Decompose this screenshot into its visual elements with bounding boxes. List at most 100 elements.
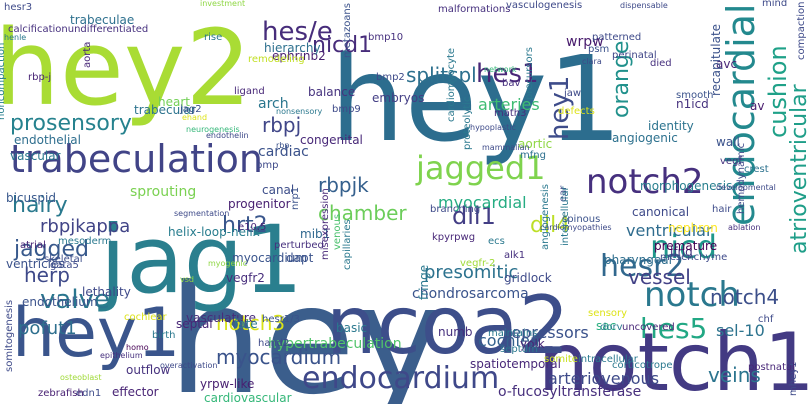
cloud-word: ephrinb2	[272, 49, 326, 63]
cloud-word: ecs	[488, 236, 505, 247]
cloud-word: sensory	[588, 308, 627, 319]
cloud-word: morphogenesis	[640, 179, 732, 193]
cloud-word: overactivation	[160, 361, 217, 370]
cloud-word: venous	[332, 214, 343, 250]
cloud-word: cardiovascular	[204, 391, 292, 404]
cloud-word: pharyngeal	[604, 253, 672, 267]
cloud-word: trabeculation	[10, 137, 263, 181]
cloud-word: bicuspid	[6, 191, 56, 205]
cloud-word: dll1	[452, 202, 496, 230]
cloud-word: vegfr2	[226, 271, 265, 285]
cloud-word: e10.5	[238, 222, 266, 233]
cloud-word: sel-10	[716, 321, 765, 340]
cloud-word: uncovered	[622, 322, 675, 333]
cloud-word: balance	[308, 85, 355, 99]
cloud-word: bmp10	[368, 32, 403, 43]
cloud-word: postnatal	[748, 362, 795, 373]
cloud-word: endothelial	[14, 133, 81, 147]
cloud-word: repressors	[505, 323, 589, 342]
cloud-word: ligand	[234, 86, 265, 97]
cloud-word: cardiac	[258, 144, 309, 160]
cloud-word: hey2	[0, 7, 252, 129]
cloud-word: sprouting	[130, 184, 196, 200]
cloud-word: numb	[438, 325, 473, 339]
cloud-word: hrt2	[222, 213, 268, 238]
cloud-word: rbp	[276, 141, 289, 150]
cloud-word: aortic	[518, 137, 552, 151]
cloud-word: lfng	[670, 245, 693, 259]
cloud-word: ear	[558, 185, 569, 202]
cloud-word: hey1	[12, 294, 180, 373]
cloud-word: outflow	[126, 363, 171, 377]
cloud-word: canal	[262, 183, 294, 197]
cloud-word: epithelium	[100, 351, 143, 360]
cloud-word: avc	[716, 57, 737, 71]
cloud-word: malformations	[438, 4, 510, 15]
cloud-word: heart	[158, 95, 190, 109]
cloud-word: hairy	[12, 193, 68, 218]
cloud-word: math3	[494, 108, 527, 119]
cloud-word: splitspl	[406, 63, 477, 87]
cloud-word: hierarchy	[264, 41, 321, 55]
cloud-word: vasculogenesis	[506, 0, 582, 11]
cloud-word: valve	[40, 285, 110, 315]
cloud-word: bmp	[256, 160, 278, 171]
cloud-word: notch3	[216, 311, 285, 335]
cloud-word: somite	[544, 354, 578, 365]
cloud-word: smooth	[676, 90, 713, 101]
cloud-word: arteriovenous	[548, 369, 659, 388]
cloud-word: defects	[558, 106, 595, 117]
cloud-word: branching	[430, 204, 480, 215]
cloud-word: chondrosarcoma	[412, 286, 529, 302]
cloud-word: arteries	[478, 95, 540, 114]
cloud-word: hypertrabeculation	[268, 336, 402, 352]
cloud-word: notch4	[710, 285, 779, 309]
cloud-word: birth	[152, 330, 176, 341]
cloud-word: crest	[744, 164, 769, 175]
cloud-word: hes5	[640, 312, 707, 345]
cloud-word: cardiomyopathies	[540, 223, 612, 232]
cloud-word: perinatal	[612, 50, 657, 61]
cloud-word: network	[484, 65, 517, 74]
cloud-word: mhey1	[788, 361, 799, 396]
cloud-word: proteolytic	[462, 97, 473, 150]
cloud-word: atrioventricular	[787, 83, 808, 254]
cloud-word: nonsensory	[276, 107, 323, 116]
cloud-word: prosensory	[10, 111, 132, 136]
cloud-word: pofut1	[18, 318, 77, 339]
cloud-word: effector	[112, 385, 159, 399]
cloud-word: bav	[502, 78, 520, 89]
cloud-word: atrial	[20, 240, 46, 251]
cloud-word: nephron	[668, 221, 718, 235]
cloud-word: gridlock	[504, 271, 552, 285]
cloud-word: neurogenesis	[186, 125, 240, 134]
cloud-word: mesoderm	[58, 236, 111, 247]
cloud-word: notch	[644, 275, 740, 315]
cloud-word: nrp1	[290, 187, 301, 210]
cloud-word: o-fucosyltransferase	[498, 384, 641, 400]
cloud-word: mesenchyme	[660, 252, 727, 263]
cloud-word: myocardium	[232, 251, 307, 265]
cloud-word: aorta	[82, 42, 93, 68]
cloud-word: cardiomyocyte	[446, 48, 457, 122]
cloud-word: herp	[24, 263, 70, 287]
cloud-word: angiogenic	[612, 131, 678, 145]
cloud-word: gata5	[50, 260, 79, 271]
cloud-word: jag1	[98, 206, 303, 315]
cloud-word: notch1	[538, 316, 808, 404]
cloud-word: capillaries	[342, 219, 353, 270]
cloud-word: helix-loop-helix	[168, 225, 260, 239]
cloud-word: intracellular	[578, 354, 639, 365]
cloud-word: identity	[648, 119, 694, 133]
cloud-word: trabeculae	[70, 13, 134, 27]
cloud-word: rbpj	[262, 113, 301, 137]
cloud-word: vascular	[10, 149, 61, 163]
cloud-word: zebrafish	[38, 388, 84, 399]
cloud-word: jag2	[179, 104, 202, 115]
cloud-word: developmental	[716, 183, 776, 192]
cloud-word: septal	[176, 317, 213, 331]
cloud-word: hes/e	[262, 17, 333, 47]
cloud-word: edn1	[76, 388, 101, 399]
cloud-word: hesr3	[4, 2, 32, 13]
